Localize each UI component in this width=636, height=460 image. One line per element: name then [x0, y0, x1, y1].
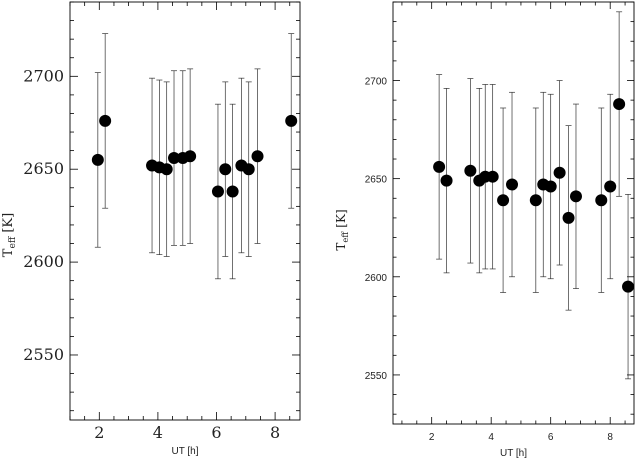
x-tick-label: 8: [270, 423, 280, 442]
y-tick-label: 2600: [23, 252, 64, 271]
data-point: [506, 178, 519, 191]
x-tick-label: 2: [94, 423, 104, 442]
data-point: [184, 150, 197, 163]
data-point: [497, 194, 510, 207]
data-point: [622, 280, 635, 293]
data-point: [285, 114, 298, 127]
y-axis-title-sub: eff: [8, 236, 18, 248]
data-point: [440, 174, 453, 187]
x-tick-label: 2: [429, 432, 435, 443]
y-tick-label: 2550: [365, 371, 388, 382]
data-point: [562, 211, 575, 224]
y-axis-title-sub: eff: [340, 231, 350, 243]
y-axis-title-unit: [K]: [1, 213, 16, 233]
x-axis-title: UT [h]: [500, 448, 527, 459]
x-axis-title: UT [h]: [171, 446, 198, 457]
data-point: [553, 166, 566, 179]
data-point: [168, 152, 181, 165]
data-point: [160, 163, 173, 176]
data-point: [226, 185, 239, 198]
x-tick-label: 6: [211, 423, 221, 442]
y-tick-label: 2550: [23, 345, 64, 364]
y-axis-title: Teff [K]: [334, 209, 350, 250]
data-point: [211, 185, 224, 198]
data-point: [99, 114, 112, 127]
y-tick-label: 2650: [365, 175, 388, 186]
plot-frame: [69, 1, 301, 421]
data-point: [595, 194, 608, 207]
y-tick-label: 2700: [365, 77, 388, 88]
data-point: [544, 180, 557, 193]
x-tick-label: 6: [548, 432, 554, 443]
data-point: [433, 160, 446, 173]
y-axis-title: Teff [K]: [1, 213, 18, 257]
y-axis-title-main: T: [334, 243, 348, 251]
data-point: [464, 164, 477, 177]
y-tick-label: 2600: [365, 273, 388, 284]
data-point: [613, 98, 626, 111]
y-tick-label: 2700: [23, 66, 64, 85]
data-point: [251, 150, 264, 163]
data-point: [242, 163, 255, 176]
y-axis-title-main: T: [1, 248, 16, 257]
data-point: [569, 190, 582, 203]
data-point: [529, 194, 542, 207]
data-point: [604, 180, 617, 193]
data-point: [219, 163, 232, 176]
y-tick-label: 2650: [23, 159, 64, 178]
plot-frame: [392, 1, 635, 425]
x-tick-label: 8: [607, 432, 613, 443]
right-panel: 2550 2600 2650 2700 2 4 6 8 UT [h] Teff [K]: [334, 1, 635, 459]
x-tick-label: 4: [488, 432, 494, 443]
y-axis-title-unit: [K]: [334, 209, 348, 227]
data-point: [91, 153, 104, 166]
left-panel: 2550 2600 2650 2700 2 4 6 8 UT [h] Teff [K]: [1, 1, 301, 457]
data-point: [486, 170, 499, 183]
x-tick-label: 4: [153, 423, 163, 442]
